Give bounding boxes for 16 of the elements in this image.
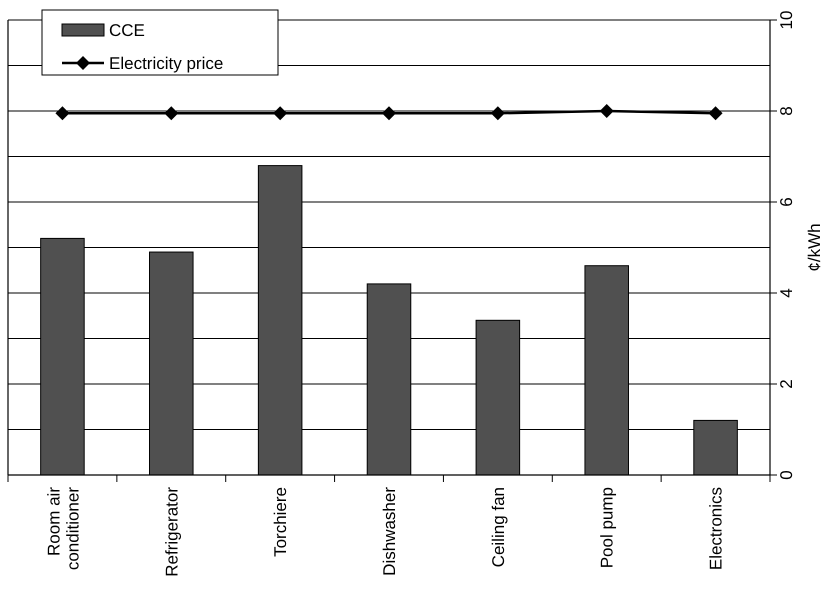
x-tick-label: Dishwasher [380,486,399,576]
x-tick-label: Refrigerator [162,486,182,577]
x-tick-label: Pool pump [598,487,617,568]
y-tick-label: 4 [776,288,796,298]
y-tick-label: 10 [776,10,796,30]
y-tick-label: 8 [776,106,796,116]
legend-label: CCE [109,20,145,40]
legend-label: Electricity price [109,54,224,73]
y-tick-label: 6 [776,197,796,207]
x-tick-label: Electronics [706,487,726,570]
y-axis-title: ¢/kWh [805,223,824,272]
x-tick-label: Ceiling fan [488,487,508,568]
x-tick-label: Torchiere [271,487,290,557]
y-tick-label: 2 [776,379,796,389]
x-tick-label: Room air conditioner [44,486,82,570]
y-tick-label: 0 [776,470,796,480]
